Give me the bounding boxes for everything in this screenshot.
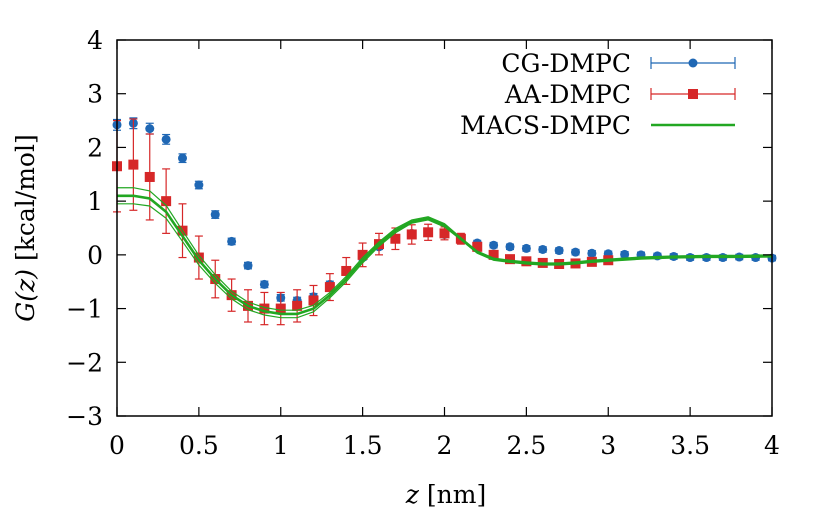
data-point — [439, 228, 450, 239]
data-point — [341, 265, 352, 276]
y-tick-label: 4 — [87, 26, 103, 55]
data-point — [488, 249, 499, 260]
x-tick-label: 0.5 — [179, 431, 219, 460]
legend-marker — [688, 89, 698, 99]
data-point — [538, 244, 548, 254]
x-tick-label: 2 — [437, 431, 453, 460]
data-point — [406, 229, 417, 240]
data-point — [489, 240, 499, 250]
data-point — [275, 303, 286, 314]
y-tick-label: −2 — [66, 348, 103, 377]
legend-label: CG-DMPC — [501, 49, 631, 78]
y-tick-label: −1 — [66, 295, 103, 324]
y-tick-label: −3 — [66, 402, 103, 431]
data-point — [324, 282, 335, 293]
data-point — [193, 252, 204, 263]
legend-entry-macs-dmpc: MACS-DMPC — [460, 111, 735, 140]
data-point — [145, 124, 155, 134]
series-line — [117, 194, 773, 316]
x-tick-label: 3 — [600, 431, 616, 460]
x-tick-label: 1 — [273, 431, 289, 460]
x-tick-label: 4 — [764, 431, 780, 460]
x-tick-label: 3.5 — [670, 431, 710, 460]
x-tick-label: 2.5 — [506, 431, 546, 460]
data-point — [144, 171, 155, 182]
y-tick-label: 3 — [87, 80, 103, 109]
legend-entry-cg-dmpc: CG-DMPC — [501, 49, 736, 78]
y-tick-label: 0 — [87, 241, 103, 270]
data-point — [227, 236, 237, 246]
data-point — [620, 249, 630, 259]
legend-label: MACS-DMPC — [460, 111, 631, 140]
plot-marks — [112, 117, 777, 326]
series-macs-dmpc — [117, 187, 773, 319]
data-point — [505, 254, 515, 265]
data-point — [161, 196, 172, 207]
x-axis-unit: [nm] — [427, 480, 486, 509]
data-point — [423, 227, 434, 238]
y-axis-variable: G(z) — [11, 269, 40, 322]
data-point — [472, 241, 483, 252]
legend-marker — [688, 58, 698, 68]
data-point — [194, 180, 204, 190]
x-axis-variable: z — [405, 480, 420, 509]
plot-axes: 0 0.5 1 1.5 2 2.5 3 3.5 4 −3 −2 −1 0 1 2 3 4 — [66, 26, 780, 460]
data-point — [178, 153, 187, 163]
y-tick-label: 2 — [87, 133, 103, 162]
data-point — [554, 246, 564, 256]
data-point — [587, 248, 597, 258]
series-aa-dmpc — [112, 118, 614, 326]
legend-entry-aa-dmpc: AA-DMPC — [504, 80, 736, 109]
data-point — [571, 247, 580, 257]
y-axis-unit: [kcal/mol] — [11, 134, 40, 261]
data-point — [357, 249, 368, 260]
data-point — [128, 159, 139, 170]
x-tick-label: 0 — [109, 431, 125, 460]
data-point — [292, 300, 303, 311]
data-point — [505, 242, 515, 252]
data-point — [521, 243, 531, 253]
y-axis-label: G(z) [kcal/mol] — [11, 134, 40, 321]
data-point — [161, 134, 171, 144]
x-tick-label: 1.5 — [343, 431, 383, 460]
data-point — [259, 279, 269, 289]
data-point — [390, 233, 401, 244]
y-tick-label: 1 — [87, 187, 103, 216]
x-axis-label: z [nm] — [405, 480, 487, 509]
legend-label: AA-DMPC — [504, 80, 631, 109]
data-point — [259, 303, 270, 314]
data-point — [243, 261, 253, 271]
data-point — [308, 295, 319, 306]
data-point — [210, 210, 220, 220]
